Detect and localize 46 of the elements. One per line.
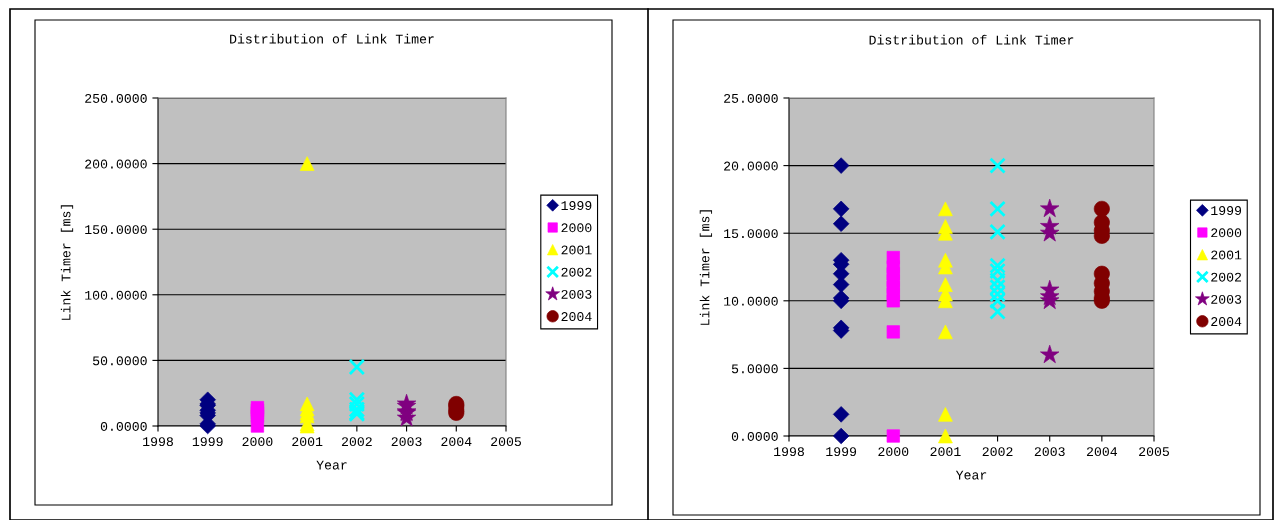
legend-label: 2000 (1211, 228, 1242, 238)
x-tick-label: 2002 (982, 447, 1013, 457)
x-tick-label: 2004 (1086, 447, 1118, 457)
x-tick-label: 1998 (774, 447, 804, 457)
x-tick-label: 2001 (930, 447, 961, 457)
x-tick-label: 2005 (1139, 447, 1169, 457)
y-tick-label: 5.0000 (731, 364, 778, 374)
legend-label: 2001 (561, 245, 592, 255)
legend-label: 2004 (1211, 317, 1242, 327)
y-axis-title: Link Timer [ms] (699, 210, 713, 325)
y-tick-label: 50.0000 (92, 356, 147, 366)
x-tick-label: 2002 (341, 437, 372, 447)
x-tick-label: 2004 (441, 437, 472, 447)
x-tick-label: 2000 (878, 447, 909, 457)
chart-title: Distribution of Link Timer (230, 33, 434, 44)
legend-label: 2003 (1211, 294, 1242, 304)
x-tick-label: 2003 (391, 437, 422, 447)
x-tick-label: 2005 (491, 437, 521, 447)
y-tick-label: 250.0000 (85, 93, 147, 103)
y-tick-label: 20.0000 (724, 161, 778, 171)
legend-label: 2001 (1211, 250, 1242, 260)
x-tick-label: 1999 (192, 437, 223, 447)
legend-label: 1999 (1211, 206, 1242, 216)
y-tick-label: 0.0000 (100, 421, 147, 431)
y-tick-label: 200.0000 (85, 159, 147, 169)
chart-title: Distribution of Link Timer (869, 34, 1074, 45)
legend-label: 2002 (1211, 272, 1242, 282)
x-tick-label: 2001 (292, 437, 323, 447)
legend-label: 1999 (561, 201, 592, 211)
y-axis-title: Link Timer [ms] (60, 205, 74, 320)
y-tick-label: 10.0000 (724, 296, 778, 306)
y-tick-label: 100.0000 (85, 290, 147, 300)
x-tick-label: 1998 (143, 437, 173, 447)
legend-label: 2002 (561, 267, 592, 277)
legend-label: 2000 (561, 223, 592, 233)
x-tick-label: 2003 (1034, 447, 1065, 457)
legend-label: 2004 (561, 312, 592, 322)
y-tick-label: 150.0000 (85, 225, 147, 235)
legend-label: 2003 (561, 289, 592, 299)
y-tick-label: 0.0000 (731, 431, 778, 441)
x-tick-label: 2000 (242, 437, 273, 447)
x-axis-title: Year (955, 470, 987, 480)
x-tick-label: 1999 (826, 447, 857, 457)
x-axis-title: Year (316, 460, 347, 470)
y-tick-label: 15.0000 (724, 229, 778, 239)
y-tick-label: 25.0000 (724, 93, 778, 103)
